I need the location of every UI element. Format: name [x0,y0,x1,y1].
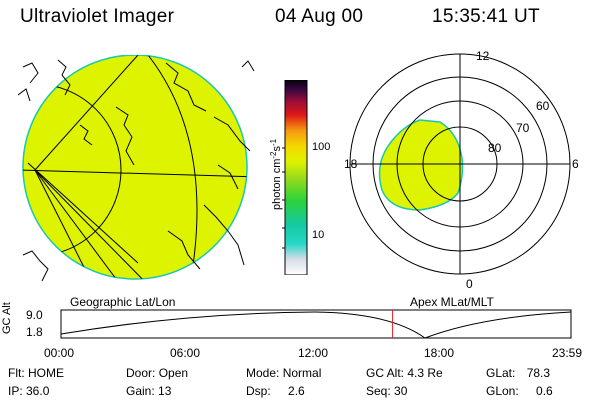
gain-status: Gain: 13 [126,384,171,398]
ip-status: IP: 36.0 [8,384,50,398]
time-tick-0000: 00:00 [44,346,75,360]
seq-label: Seq: [366,384,391,398]
time-tick-2359: 23:59 [552,346,583,360]
seq-status: Seq: 30 [366,384,407,398]
colorbar-gradient [284,80,308,275]
colorbar-tick-10: 10 [312,229,325,241]
colorbar-unit-label: photon cm-2s-1 [269,138,283,210]
mlat-label-60: 60 [536,99,550,113]
image-time: 15:35:41 UT [432,6,540,27]
gc-alt-tick-min: 1.8 [26,325,43,339]
glon-value: 0.6 [536,384,553,398]
auroral-oval-region [378,119,464,211]
mlat-label-80: 80 [488,141,502,155]
polar-panel-label: Apex MLat/MLT [410,295,494,309]
mlt-label-18: 18 [344,157,358,171]
filter-status: Flt: HOME [8,366,64,380]
coastline-outlines [18,59,255,282]
glon-label: GLon: [486,384,519,398]
polar-mlt-panel: 12 18 6 0 60 70 80 [344,49,579,291]
mode-value: Normal [282,366,322,380]
door-label: Door: [126,366,156,380]
dsp-label: Dsp: [246,384,271,398]
colorbar-tick-100: 100 [312,141,331,153]
aurora-emission-disk [22,55,248,280]
mlt-label-12: 12 [476,49,490,63]
gc-alt-value: 4.3 Re [407,366,443,380]
time-tick-1200: 12:00 [298,346,329,360]
image-date: 04 Aug 00 [275,6,364,27]
gc-alt-tick-max: 9.0 [26,308,43,322]
gc-alt-label: GC Alt: [366,366,405,380]
gc-alt-axis-label: GC Alt [1,302,13,334]
polar-grid [349,53,571,275]
altitude-plot-frame [60,309,572,339]
geographic-image-panel [18,55,255,282]
time-tick-1800: 18:00 [424,346,455,360]
intensity-colorbar: photon cm-2s-1 [269,80,308,275]
gain-label: Gain: [126,384,155,398]
glat-value: 78.3 [526,366,551,380]
dsp-value: 2.6 [288,384,305,398]
mode-status: Mode: Normal [246,366,321,380]
glat-status: GLat: 78.3 [486,366,550,380]
dsp-status: Dsp: 2.6 [246,384,305,398]
gain-value: 13 [158,384,172,398]
seq-value: 30 [394,384,408,398]
mlt-label-06: 6 [572,157,579,171]
door-status: Door: Open [126,366,188,380]
geographic-panel-label: Geographic Lat/Lon [70,295,176,309]
mode-label: Mode: [246,366,280,380]
glon-status: GLon: 0.6 [486,384,553,398]
door-value: Open [158,366,189,380]
mlat-label-70: 70 [516,121,530,135]
colorbar-ticks [282,147,285,249]
orbit-altitude-plot [60,309,572,339]
gc-alt-status: GC Alt: 4.3 Re [366,366,443,380]
glat-label: GLat: [486,366,516,380]
altitude-curve [60,311,572,339]
mlt-label-00: 0 [466,277,473,291]
instrument-title: Ultraviolet Imager [20,6,175,27]
time-tick-0600: 06:00 [170,346,201,360]
